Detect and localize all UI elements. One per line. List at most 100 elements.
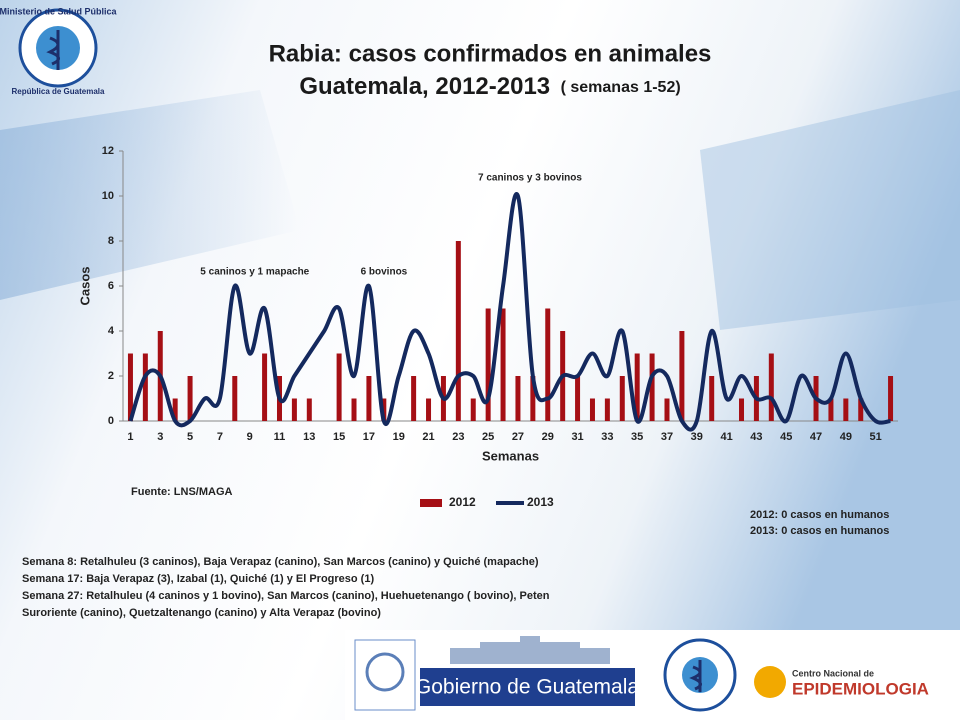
- x-tick-label: 49: [840, 431, 852, 443]
- bar: [366, 376, 372, 421]
- bar: [843, 398, 849, 421]
- bar: [604, 398, 610, 421]
- x-tick-label: 25: [482, 431, 494, 443]
- flag-band: [700, 90, 960, 330]
- y-tick-label: 6: [108, 280, 114, 292]
- x-tick-label: 37: [661, 431, 673, 443]
- y-tick-label: 0: [108, 415, 114, 427]
- legend-swatch: [420, 499, 442, 507]
- bar: [828, 398, 834, 421]
- x-tick-label: 13: [303, 431, 315, 443]
- logo-text: República de Guatemala: [12, 87, 105, 96]
- logo-text: Ministerio de Salud Pública: [0, 6, 118, 16]
- bar: [500, 308, 506, 421]
- x-tick-label: 45: [780, 431, 792, 443]
- bar: [262, 353, 268, 421]
- annotation: 6 bovinos: [361, 267, 408, 278]
- center-name: EPIDEMIOLOGIA: [792, 679, 929, 698]
- x-tick-label: 39: [691, 431, 703, 443]
- line: [128, 191, 891, 432]
- center-logo-icon: [754, 666, 786, 698]
- x-axis-title: Semanas: [482, 448, 539, 463]
- x-tick-label: 23: [452, 431, 464, 443]
- y-tick-label: 10: [102, 190, 114, 202]
- x-tick-label: 17: [363, 431, 375, 443]
- x-tick-label: 43: [750, 431, 762, 443]
- note: Suroriente (canino), Quetzaltenango (can…: [22, 607, 381, 619]
- annotation: 5 caninos y 1 mapache: [200, 267, 309, 278]
- chart-subtitle: Guatemala, 2012-2013 ( semanas 1-52): [299, 73, 680, 100]
- x-tick-label: 21: [422, 431, 434, 443]
- emblem-frame: [354, 639, 416, 711]
- x-tick-label: 19: [393, 431, 405, 443]
- x-tick-label: 47: [810, 431, 822, 443]
- bar: [485, 308, 491, 421]
- y-tick-label: 8: [108, 235, 114, 247]
- bar: [768, 353, 774, 421]
- x-tick-label: 51: [870, 431, 882, 443]
- source: Fuente: LNS/MAGA: [131, 486, 232, 498]
- government-banner: [420, 668, 635, 706]
- bar: [679, 331, 685, 421]
- y-axis-title: Casos: [77, 266, 92, 305]
- annotation: 7 caninos y 3 bovinos: [478, 173, 582, 184]
- x-tick-label: 3: [157, 431, 163, 443]
- footer: Gobierno de Guatemala Centro Nacional de…: [345, 630, 960, 720]
- bar: [575, 376, 581, 421]
- subtitle-note: ( semanas 1-52): [561, 79, 681, 96]
- bar: [411, 376, 417, 421]
- legend-label: 2013: [527, 495, 554, 509]
- bar: [545, 308, 551, 421]
- bar: [709, 376, 715, 421]
- bar: [291, 398, 297, 421]
- x-tick-label: 7: [217, 431, 223, 443]
- x-tick-label: 1: [127, 431, 133, 443]
- bar: [649, 353, 655, 421]
- x-tick-label: 35: [631, 431, 643, 443]
- legend-label: 2012: [449, 495, 476, 509]
- note: Semana 17: Baja Verapaz (3), Izabal (1),…: [22, 573, 374, 585]
- bar: [664, 398, 670, 421]
- note: Semana 8: Retalhuleu (3 caninos), Baja V…: [22, 556, 539, 568]
- x-tick-label: 29: [542, 431, 554, 443]
- x-tick-label: 31: [571, 431, 583, 443]
- bar: [634, 353, 640, 421]
- bar: [470, 398, 476, 421]
- flag-band: [0, 90, 300, 300]
- human-cases: 2013: 0 casos en humanos: [750, 525, 889, 537]
- bar: [232, 376, 238, 421]
- bar: [619, 376, 625, 421]
- bar: [739, 398, 745, 421]
- emblem: [365, 652, 405, 692]
- logo-caduceus: [46, 30, 60, 70]
- bar: [306, 398, 312, 421]
- x-tick-label: 5: [187, 431, 193, 443]
- palace-icon: [450, 636, 610, 664]
- bar: [351, 398, 357, 421]
- bar: [336, 353, 342, 421]
- y-tick-label: 2: [108, 370, 114, 382]
- bar: [455, 241, 461, 421]
- bar: [426, 398, 432, 421]
- bar: [127, 353, 133, 421]
- x-tick-label: 27: [512, 431, 524, 443]
- government-name: Gobierno de Guatemala: [415, 676, 639, 699]
- x-tick-label: 11: [274, 431, 286, 443]
- x-tick-label: 33: [601, 431, 613, 443]
- x-tick-label: 15: [333, 431, 345, 443]
- bar: [515, 376, 521, 421]
- human-cases: 2012: 0 casos en humanos: [750, 509, 889, 521]
- bar: [888, 376, 894, 421]
- x-tick-label: 41: [720, 431, 732, 443]
- bar: [187, 376, 193, 421]
- chart-title: Rabia: casos confirmados en animales: [269, 40, 712, 67]
- bar: [172, 398, 178, 421]
- y-tick-label: 12: [102, 145, 114, 157]
- center-name: Centro Nacional de: [792, 668, 874, 678]
- x-tick-label: 9: [247, 431, 253, 443]
- logo-caduceus: [689, 660, 702, 692]
- ministry-logo: Ministerio de Salud Pública República de…: [0, 6, 118, 96]
- bar: [530, 376, 536, 421]
